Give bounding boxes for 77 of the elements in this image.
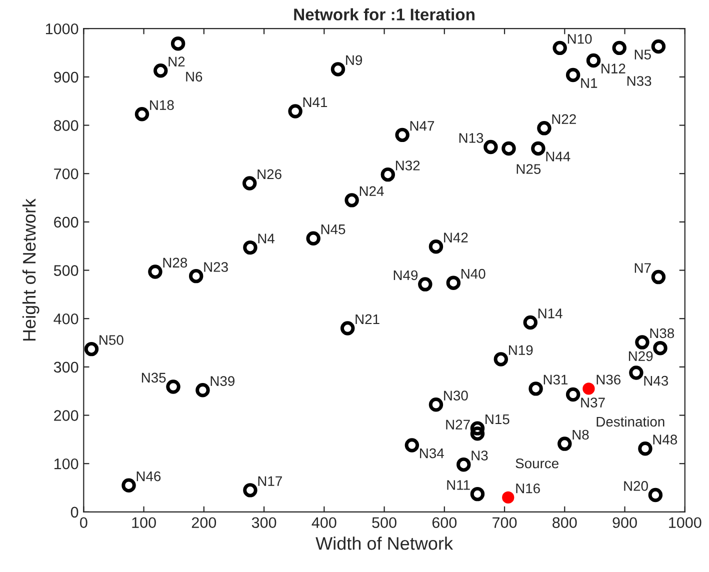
y-tick-label: 800 [54,120,78,131]
annotation: Source [516,458,558,468]
y-tick-label: 0 [70,506,78,518]
annotation: N11 [447,480,470,490]
annotation: N10 [568,34,592,44]
annotation: N4 [258,234,274,244]
annotation: N46 [136,471,161,482]
y-tick-label: 400 [54,313,78,324]
annotation: N21 [356,314,380,324]
x-tick-label: 1000 [669,517,702,528]
annotation: N36 [596,374,621,385]
x-tick-label: 500 [372,517,396,528]
x-tick-label: 100 [132,517,156,528]
y-tick-label: 500 [54,265,78,276]
annotation: N23 [204,262,228,272]
annotation: N26 [258,169,282,180]
annotation: N13 [459,133,484,143]
x-tick-label: 0 [80,517,88,528]
annotation: N49 [394,270,418,280]
annotation: N1 [581,78,598,88]
annotation: N2 [168,56,185,66]
y-tick-label: 100 [54,458,78,470]
annotation: N31 [544,374,568,385]
x-tick-label: 300 [252,517,276,528]
annotation: N47 [410,121,434,131]
x-axis-title: Width of Network [316,536,454,550]
annotation: N5 [634,50,651,60]
annotation: N19 [509,345,533,356]
annotation: N42 [444,232,468,242]
annotation: N15 [486,414,510,424]
y-axis-title: Height of Network [22,198,40,341]
x-tick-label: 800 [552,517,577,528]
annotation: N8 [572,430,589,440]
annotation: N35 [142,372,166,383]
chart-title: Network for :1 Iteration [294,8,474,20]
annotation: N18 [150,100,174,110]
annotation: N28 [163,258,188,268]
y-tick-label: 200 [54,410,78,421]
annotation: N44 [546,152,570,162]
x-tick-label: 400 [312,517,336,528]
annotation: N27 [446,420,470,430]
annotation: N43 [644,376,668,386]
annotation: N34 [420,448,444,458]
annotation: N22 [552,114,576,124]
annotation: N37 [581,398,605,408]
annotation: N39 [210,376,234,386]
annotation: N6 [186,72,202,82]
annotation: N25 [516,164,541,174]
y-tick-label: 700 [54,168,78,180]
annotation: N50 [100,335,124,345]
y-tick-label: 1000 [46,23,78,34]
annotation: N38 [650,328,674,338]
y-tick-label: 300 [54,362,78,373]
y-tick-label: 900 [54,72,78,83]
x-tick-label: 600 [432,517,457,528]
annotation: N48 [653,434,678,444]
annotation: N12 [602,64,626,74]
annotation: N3 [472,450,488,460]
annotation: N45 [321,224,346,234]
x-tick-label: 700 [492,517,517,528]
annotation: N7 [634,263,651,273]
annotation: N41 [303,97,328,107]
y-tick-label: 600 [54,216,78,228]
annotation: N30 [444,390,468,401]
annotation: N33 [627,76,652,86]
annotation: N40 [462,268,486,279]
annotation: N17 [258,476,282,486]
annotation: N16 [516,483,540,494]
x-tick-label: 200 [192,517,216,528]
x-tick-label: 900 [612,517,637,528]
annotation: N20 [624,481,648,491]
annotation: N29 [628,351,653,362]
annotation: N9 [346,55,362,66]
annotation: N14 [538,308,562,318]
annotation: N24 [360,186,384,196]
annotation: Destination [596,416,664,427]
annotation: N32 [396,160,420,170]
